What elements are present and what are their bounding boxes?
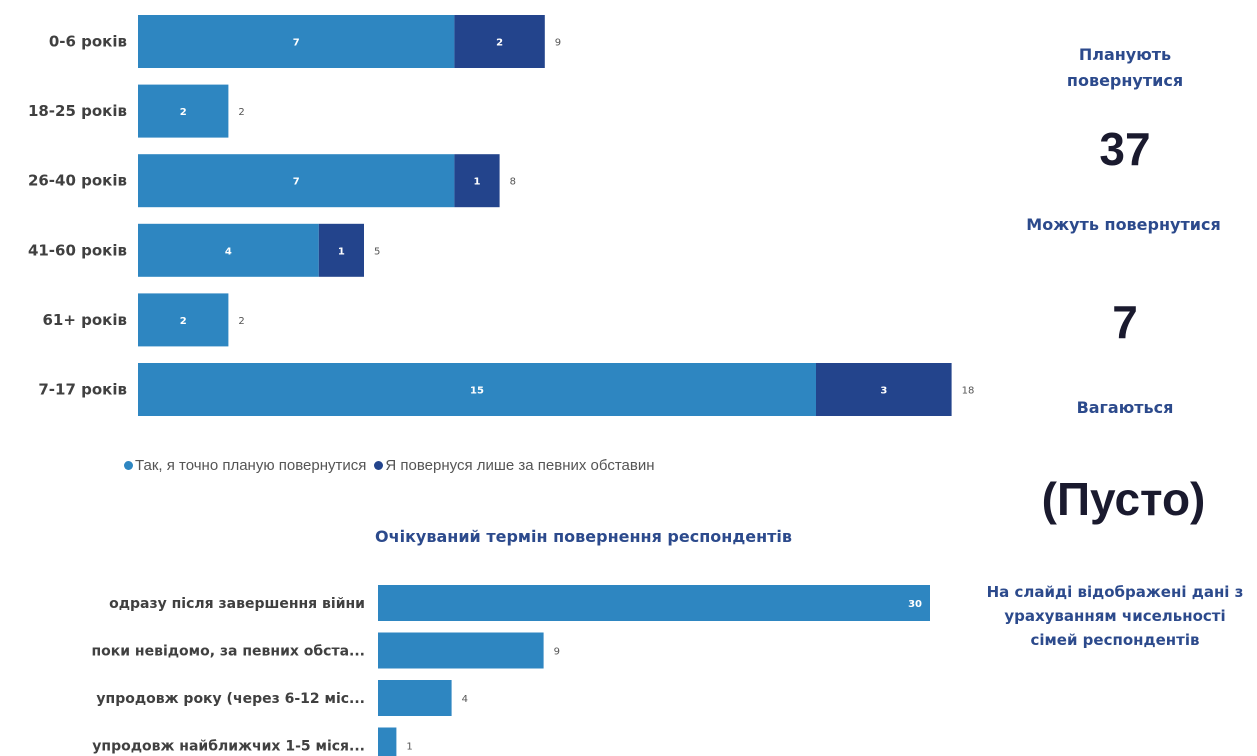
chart2-title: Очікуваний термін повернення респонденті… (375, 527, 793, 546)
data-label-18-25-років-s0: 2 (180, 107, 187, 118)
bar-segment-7-17-років-s0 (138, 363, 816, 416)
return-timeframe-bar-chart: одразу після завершення війни 30 поки неві… (91, 585, 930, 756)
bar-segment-7-17-років-s1 (816, 363, 952, 416)
kpi-may-return-value: 7 (1112, 296, 1138, 348)
chart1-legend[interactable]: Так, я точно планую повернутися Я поверну… (124, 457, 663, 474)
timeframe-label-1: поки невідомо, за певних обста... (91, 644, 365, 660)
bar-segment-26-40-років-s0 (138, 154, 455, 208)
kpi-planning-value: 37 (1099, 123, 1151, 175)
category-label-61-років: 61+ років (42, 311, 127, 329)
timeframe-bar-1 (378, 632, 544, 669)
timeframe-value-0: 30 (908, 599, 922, 610)
data-label-26-40-років-s1: 1 (474, 177, 481, 188)
bar-segment-26-40-років-s1 (454, 154, 500, 208)
data-label-0-6-років-s1: 2 (496, 38, 503, 49)
category-label-41-60-років: 41-60 років (28, 241, 127, 259)
kpi-hesitant-value: (Пусто) (1041, 473, 1206, 525)
bar-segment-18-25-років-s0 (138, 84, 229, 138)
timeframe-label-2: упродовж року (через 6-12 міс... (96, 691, 365, 707)
bar-segment-0-6-років-s0 (138, 15, 455, 68)
legend-dot-definitely-return (124, 461, 133, 470)
data-label-41-60-років-s0: 4 (225, 246, 232, 257)
data-label-61-років-s0: 2 (180, 316, 187, 327)
data-label-0-6-років-s0: 7 (293, 38, 300, 49)
total-label-0-6-років: 9 (555, 38, 561, 49)
kpi-may-return-label: Можуть повернутися (1026, 215, 1221, 234)
footnote: На слайді відображені дані з урахуванням… (986, 583, 1244, 649)
timeframe-label-0: одразу після завершення війни (109, 596, 365, 612)
category-label-26-40-років: 26-40 років (28, 172, 127, 190)
timeframe-bar-3 (378, 727, 397, 756)
legend-dot-conditional-return (374, 461, 384, 470)
legend-item-conditional-return[interactable]: Я повернуся лише за певних обставин (374, 457, 655, 474)
legend-label-conditional-return: Я повернуся лише за певних обставин (385, 457, 655, 474)
total-label-41-60-років: 5 (374, 246, 380, 257)
timeframe-value-1: 9 (554, 647, 560, 658)
timeframe-value-3: 1 (406, 742, 412, 753)
kpi-planning-label: Планують повернутися (1066, 45, 1184, 90)
total-label-26-40-років: 8 (510, 177, 516, 188)
bar-segment-61-років-s0 (138, 293, 229, 347)
legend-label-definitely-return: Так, я точно планую повернутися (135, 457, 367, 474)
data-label-26-40-років-s0: 7 (293, 177, 300, 188)
category-label-18-25-років: 18-25 років (28, 102, 127, 120)
timeframe-bar-2 (378, 680, 452, 716)
category-label-0-6-років: 0-6 років (49, 33, 127, 51)
data-label-7-17-років-s0: 15 (470, 386, 484, 397)
age-group-stacked-bar-chart: 0-6 років 7 2 918-25 років 2 226-40 років 7 1 84… (28, 15, 975, 416)
bar-segment-41-60-років-s0 (138, 223, 319, 277)
timeframe-bar-0 (378, 585, 930, 621)
bar-segment-0-6-років-s1 (454, 15, 545, 68)
total-label-7-17-років: 18 (962, 386, 975, 397)
legend-item-definitely-return[interactable]: Так, я точно планую повернутися (124, 457, 366, 474)
data-label-7-17-років-s1: 3 (880, 386, 887, 397)
bar-segment-41-60-років-s1 (318, 223, 364, 277)
kpi-hesitant-label: Вагаються (1076, 398, 1174, 417)
total-label-18-25-років: 2 (238, 107, 244, 118)
timeframe-value-2: 4 (462, 694, 468, 705)
timeframe-label-3: упродовж найближчих 1-5 міся... (92, 739, 365, 755)
category-label-7-17-років: 7-17 років (38, 381, 127, 399)
total-label-61-років: 2 (238, 316, 244, 327)
data-label-41-60-років-s1: 1 (338, 246, 345, 257)
